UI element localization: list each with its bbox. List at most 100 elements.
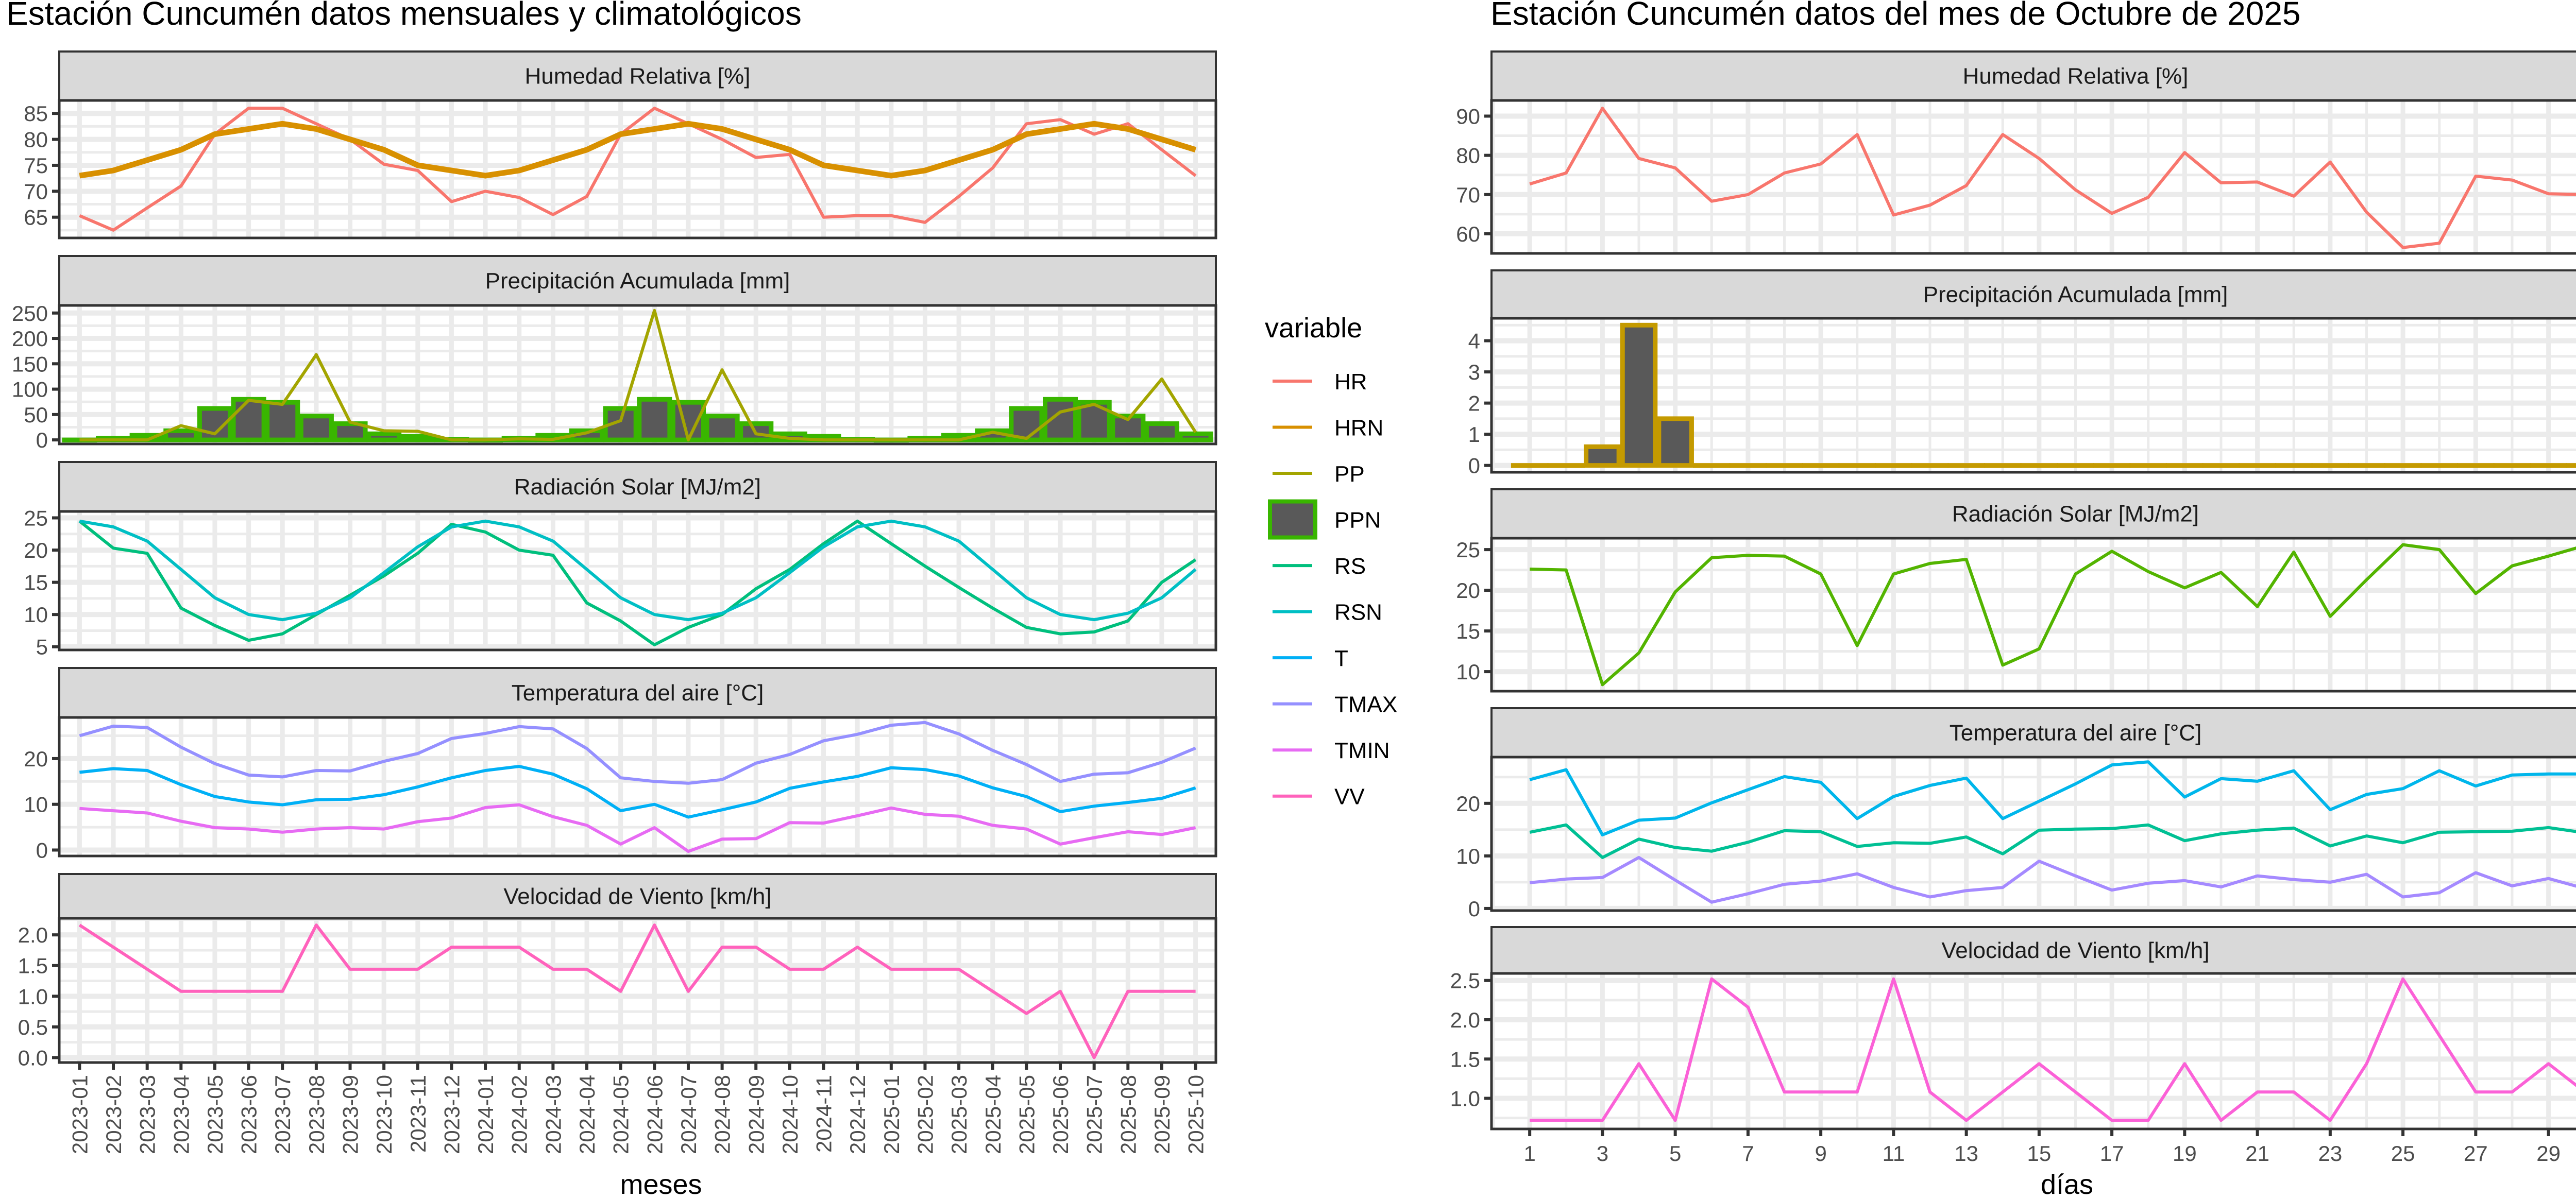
legend-label-tmax: TMAX [1334,692,1397,717]
y-tick-label: 100 [12,378,48,402]
bar-ppn [298,414,334,442]
panel-precipitaci-n-acumulada-mm: Precipitación Acumulada [mm] 050100150200… [12,255,1217,452]
x-tick-label: 2023-11 [406,1075,430,1153]
series-line-pp [79,309,1197,442]
x-tick-label: 2024-08 [710,1075,735,1154]
y-tick-label: 20 [1456,578,1480,603]
y-tick-label: 70 [24,179,48,203]
y-tick-label: 1.0 [1450,1087,1480,1111]
x-tick-label: 2024-01 [473,1075,498,1154]
x-tick-label: 2024-10 [778,1075,802,1154]
y-tick-label: 150 [12,352,48,376]
daily-chart-title: Estación Cuncumén datos del mes de Octub… [1490,0,2301,32]
legend-label-vv: VV [1334,784,1365,810]
y-tick-label: 75 [24,153,48,178]
x-tick-label: 9 [1815,1141,1826,1166]
panel-velocidad-de-viento-km-h: Velocidad de Viento [km/h] 0.0 0.5 1.0 1.5 2.… [18,873,1217,1070]
y-tick-label: 15 [24,571,48,595]
series-line-tmax [79,721,1196,785]
legend-item-hr: HR [1273,369,1367,395]
y-tick-label: 80 [24,128,48,152]
bar-ppn [231,397,266,442]
daily-chart: Estación Cuncumén datos del mes de Octub… [1450,0,2576,1199]
series-line-rs [78,519,1197,646]
y-tick-label: 1.5 [18,954,48,978]
x-tick-label: 2023-04 [169,1075,193,1154]
x-tick-label: 2025-02 [913,1075,937,1154]
y-tick-label: 20 [1456,792,1480,816]
x-tick-label: 23 [2318,1141,2343,1166]
bar-ppn [637,397,672,442]
panel-strip [1490,707,2576,758]
x-tick-label: 2024-03 [541,1075,565,1154]
legend-item-rs: RS [1273,554,1366,579]
y-tick-label: 0.0 [18,1046,48,1070]
series-line-rsn [79,519,1197,622]
x-tick-label: 2024-06 [642,1075,667,1154]
panel-strip-label: Humedad Relativa [%] [1963,64,2189,89]
x-tick-label: 15 [2027,1141,2052,1166]
legend-label-t: T [1334,646,1348,671]
legend-label-rsn: RSN [1334,600,1382,625]
plot-background [1492,538,2576,691]
panel-strip-label: Velocidad de Viento [km/h] [503,884,771,909]
panel-border [58,99,1217,239]
y-tick-label: 25 [24,506,48,530]
y-tick-label: 2.0 [18,923,48,947]
x-tick-label: 2023-02 [101,1075,126,1154]
y-tick-label: 5 [36,635,48,659]
panel-strip [1490,926,2576,974]
panel-strip-label: Velocidad de Viento [km/h] [1941,938,2209,963]
x-tick-label: 27 [2464,1141,2488,1166]
bar-ppn [704,414,740,442]
y-tick-label: 2 [1468,391,1480,416]
x-tick-label: 7 [1742,1141,1754,1166]
legend-label-pp: PP [1334,461,1365,487]
daily-x-axis: 135791113151719212325272931 [1523,1129,2561,1166]
monthly-legend: variable HR HRN PP PPN RS RSN T TMAX TMIN VV [1265,313,1397,810]
series-line-hrn [79,121,1197,179]
panel-strip-label: Temperatura del aire [°C] [512,680,764,706]
x-tick-label: 2025-01 [879,1075,904,1154]
bar-ppn [163,428,199,442]
y-tick-label: 0 [1468,454,1480,478]
daily-panels: Humedad Relativa [%] 60 70 80 90 Precipitació… [1450,50,2576,1131]
y-tick-label: 20 [24,747,48,771]
x-tick-label: 2025-05 [1014,1075,1039,1154]
x-tick-label: 17 [2100,1141,2124,1166]
x-tick-label: 2023-08 [304,1075,329,1154]
y-tick-label: 1 [1468,422,1480,447]
panel-strip-label: Precipitación Acumulada [mm] [485,268,790,294]
panel-border [1490,99,2576,255]
y-tick-label: 2.5 [1450,969,1480,993]
y-tick-label: 65 [24,205,48,230]
y-tick-label: 250 [12,301,48,326]
legend-item-pp: PP [1273,461,1365,487]
x-tick-label: 2024-05 [609,1075,633,1154]
x-tick-label: 2025-07 [1082,1075,1107,1154]
y-tick-label: 0 [36,838,48,862]
series-line-tmin [79,803,1196,853]
panel-strip [1490,488,2576,539]
legend-label-tmin: TMIN [1334,738,1390,763]
panel-border [1490,317,2576,474]
y-tick-label: 200 [12,327,48,351]
y-tick-label: 20 [24,538,48,562]
x-tick-label: 19 [2173,1141,2197,1166]
x-tick-label: 2025-04 [981,1075,1005,1154]
plot-background [59,717,1216,856]
daily-x-axis-title: días [2041,1169,2093,1199]
y-tick-label: 10 [1456,660,1480,684]
series-line-vv [78,923,1196,1059]
x-tick-label: 3 [1597,1141,1608,1166]
x-tick-label: 1 [1523,1141,1535,1166]
panel-strip-label: Precipitación Acumulada [mm] [1923,282,2228,307]
y-tick-label: 4 [1468,329,1480,353]
x-tick-label: 2025-03 [947,1075,971,1154]
y-tick-label: 60 [1456,222,1480,246]
x-tick-label: 2025-10 [1184,1075,1208,1154]
legend-item-vv: VV [1273,784,1365,810]
monthly-chart: Estación Cuncumén datos mensuales y clim… [6,0,1397,1199]
legend-label-hr: HR [1334,369,1367,395]
